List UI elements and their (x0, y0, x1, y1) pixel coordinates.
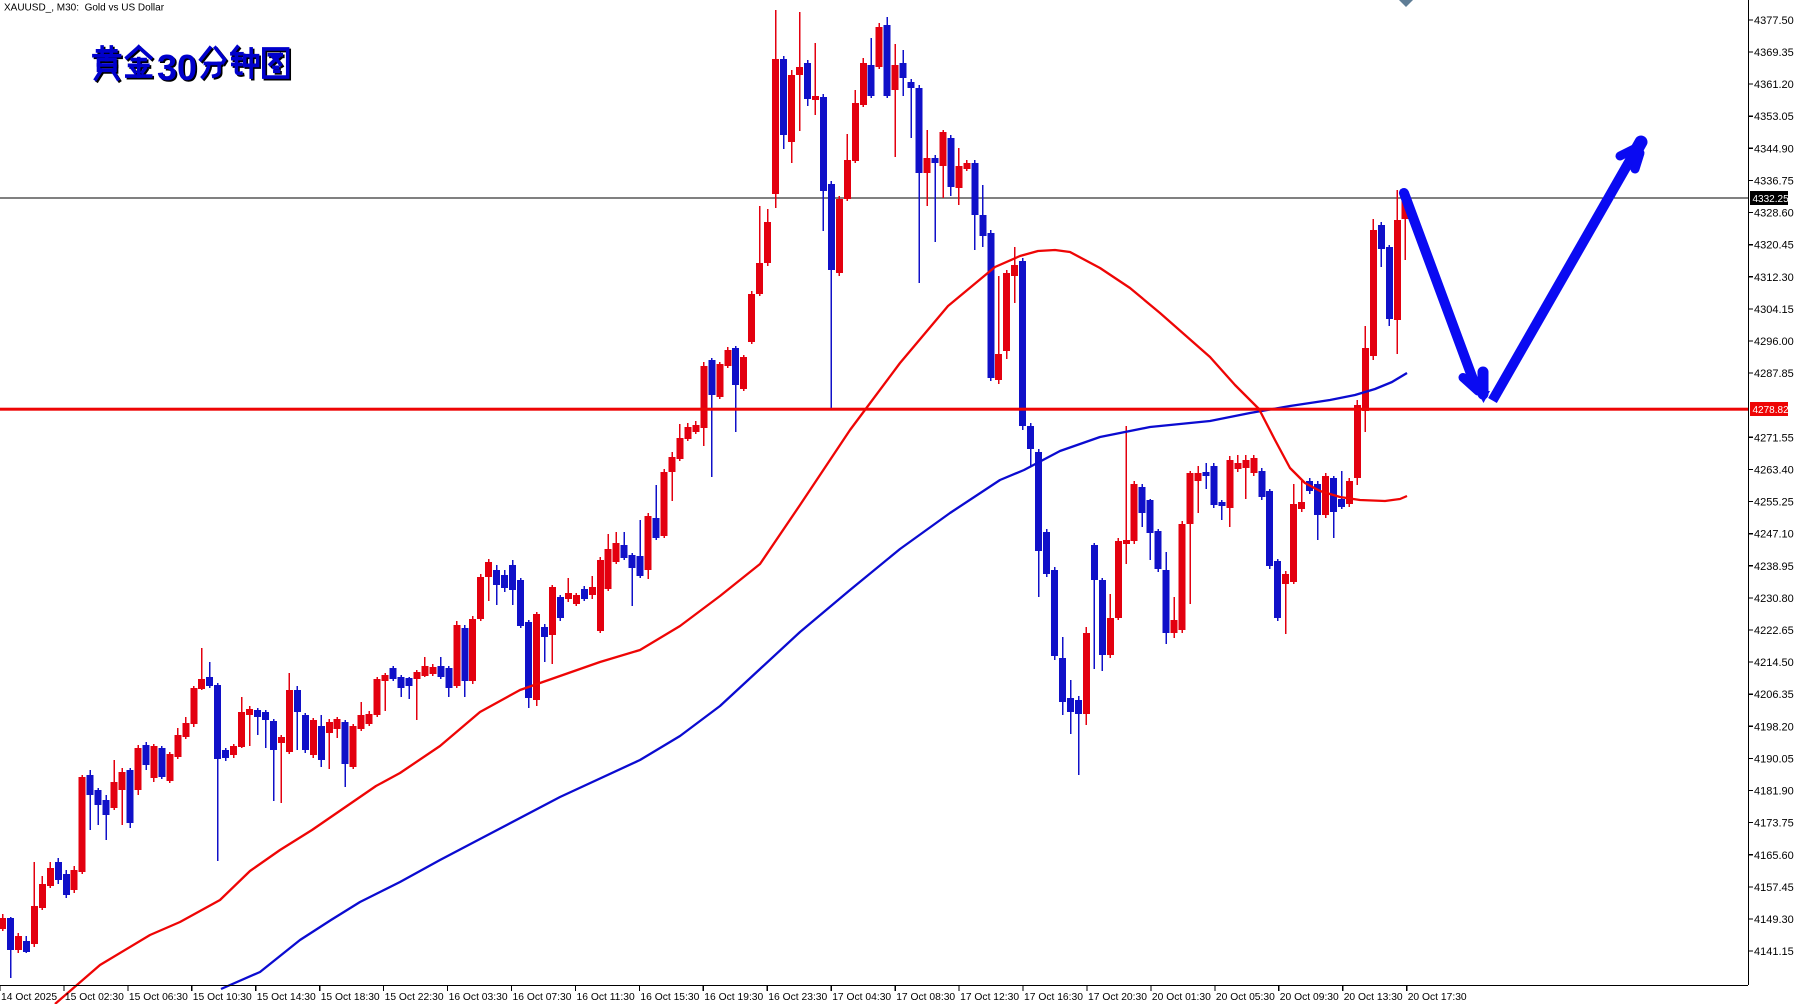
svg-text:20 Oct 05:30: 20 Oct 05:30 (1216, 992, 1275, 1003)
svg-text:4278.82: 4278.82 (1753, 405, 1790, 416)
svg-text:30: 30 (157, 47, 197, 88)
svg-text:4206.35: 4206.35 (1754, 689, 1794, 701)
svg-text:4222.65: 4222.65 (1754, 625, 1794, 637)
svg-text:16 Oct 07:30: 16 Oct 07:30 (513, 992, 572, 1003)
svg-text:4157.45: 4157.45 (1754, 882, 1794, 894)
svg-text:20 Oct 17:30: 20 Oct 17:30 (1408, 992, 1467, 1003)
svg-text:16 Oct 11:30: 16 Oct 11:30 (577, 992, 635, 1003)
svg-text:4214.50: 4214.50 (1754, 657, 1794, 669)
svg-text:4361.20: 4361.20 (1754, 79, 1794, 91)
svg-text:4173.75: 4173.75 (1754, 818, 1794, 830)
svg-text:4198.20: 4198.20 (1754, 721, 1794, 733)
svg-text:30: 30 (159, 49, 199, 90)
svg-text:4312.30: 4312.30 (1754, 272, 1794, 284)
svg-text:16 Oct 03:30: 16 Oct 03:30 (449, 992, 508, 1003)
svg-text:17 Oct 20:30: 17 Oct 20:30 (1088, 992, 1147, 1003)
svg-text:16 Oct 23:30: 16 Oct 23:30 (768, 992, 827, 1003)
svg-text:20 Oct 13:30: 20 Oct 13:30 (1344, 992, 1403, 1003)
svg-text:4353.05: 4353.05 (1754, 111, 1794, 123)
svg-text:17 Oct 04:30: 17 Oct 04:30 (832, 992, 891, 1003)
svg-text:4165.60: 4165.60 (1754, 850, 1794, 862)
svg-text:4296.00: 4296.00 (1754, 336, 1794, 348)
svg-text:16 Oct 15:30: 16 Oct 15:30 (640, 992, 699, 1003)
svg-text:4181.90: 4181.90 (1754, 786, 1794, 798)
svg-text:17 Oct 12:30: 17 Oct 12:30 (960, 992, 1019, 1003)
svg-text:4344.90: 4344.90 (1754, 143, 1794, 155)
svg-text:17 Oct 16:30: 17 Oct 16:30 (1024, 992, 1083, 1003)
svg-text:15 Oct 10:30: 15 Oct 10:30 (193, 992, 252, 1003)
svg-text:4255.25: 4255.25 (1754, 497, 1794, 509)
svg-text:20 Oct 01:30: 20 Oct 01:30 (1152, 992, 1211, 1003)
svg-text:XAUUSD_, M30: Gold vs US Doll: XAUUSD_, M30: Gold vs US Dollar (4, 3, 165, 14)
svg-text:4369.35: 4369.35 (1754, 47, 1794, 59)
svg-text:4332.25: 4332.25 (1753, 194, 1790, 205)
svg-text:20 Oct 09:30: 20 Oct 09:30 (1280, 992, 1339, 1003)
svg-text:4304.15: 4304.15 (1754, 304, 1794, 316)
svg-text:15 Oct 06:30: 15 Oct 06:30 (129, 992, 188, 1003)
svg-text:4230.80: 4230.80 (1754, 593, 1794, 605)
svg-text:15 Oct 22:30: 15 Oct 22:30 (385, 992, 444, 1003)
svg-text:15 Oct 18:30: 15 Oct 18:30 (321, 992, 380, 1003)
svg-text:4141.15: 4141.15 (1754, 946, 1794, 958)
svg-text:4271.55: 4271.55 (1754, 432, 1794, 444)
svg-text:4336.75: 4336.75 (1754, 176, 1794, 188)
svg-text:14 Oct 2025: 14 Oct 2025 (1, 992, 57, 1003)
svg-text:16 Oct 19:30: 16 Oct 19:30 (704, 992, 763, 1003)
svg-text:4190.05: 4190.05 (1754, 753, 1794, 765)
svg-text:15 Oct 14:30: 15 Oct 14:30 (257, 992, 316, 1003)
svg-text:4320.45: 4320.45 (1754, 240, 1794, 252)
svg-text:4328.60: 4328.60 (1754, 208, 1794, 220)
svg-text:4377.50: 4377.50 (1754, 15, 1794, 27)
svg-text:15 Oct 02:30: 15 Oct 02:30 (65, 992, 124, 1003)
svg-text:4287.85: 4287.85 (1754, 368, 1794, 380)
svg-text:17 Oct 08:30: 17 Oct 08:30 (896, 992, 955, 1003)
svg-text:4263.40: 4263.40 (1754, 464, 1794, 476)
svg-text:4149.30: 4149.30 (1754, 914, 1794, 926)
svg-text:4247.10: 4247.10 (1754, 529, 1794, 541)
svg-text:4238.95: 4238.95 (1754, 561, 1794, 573)
